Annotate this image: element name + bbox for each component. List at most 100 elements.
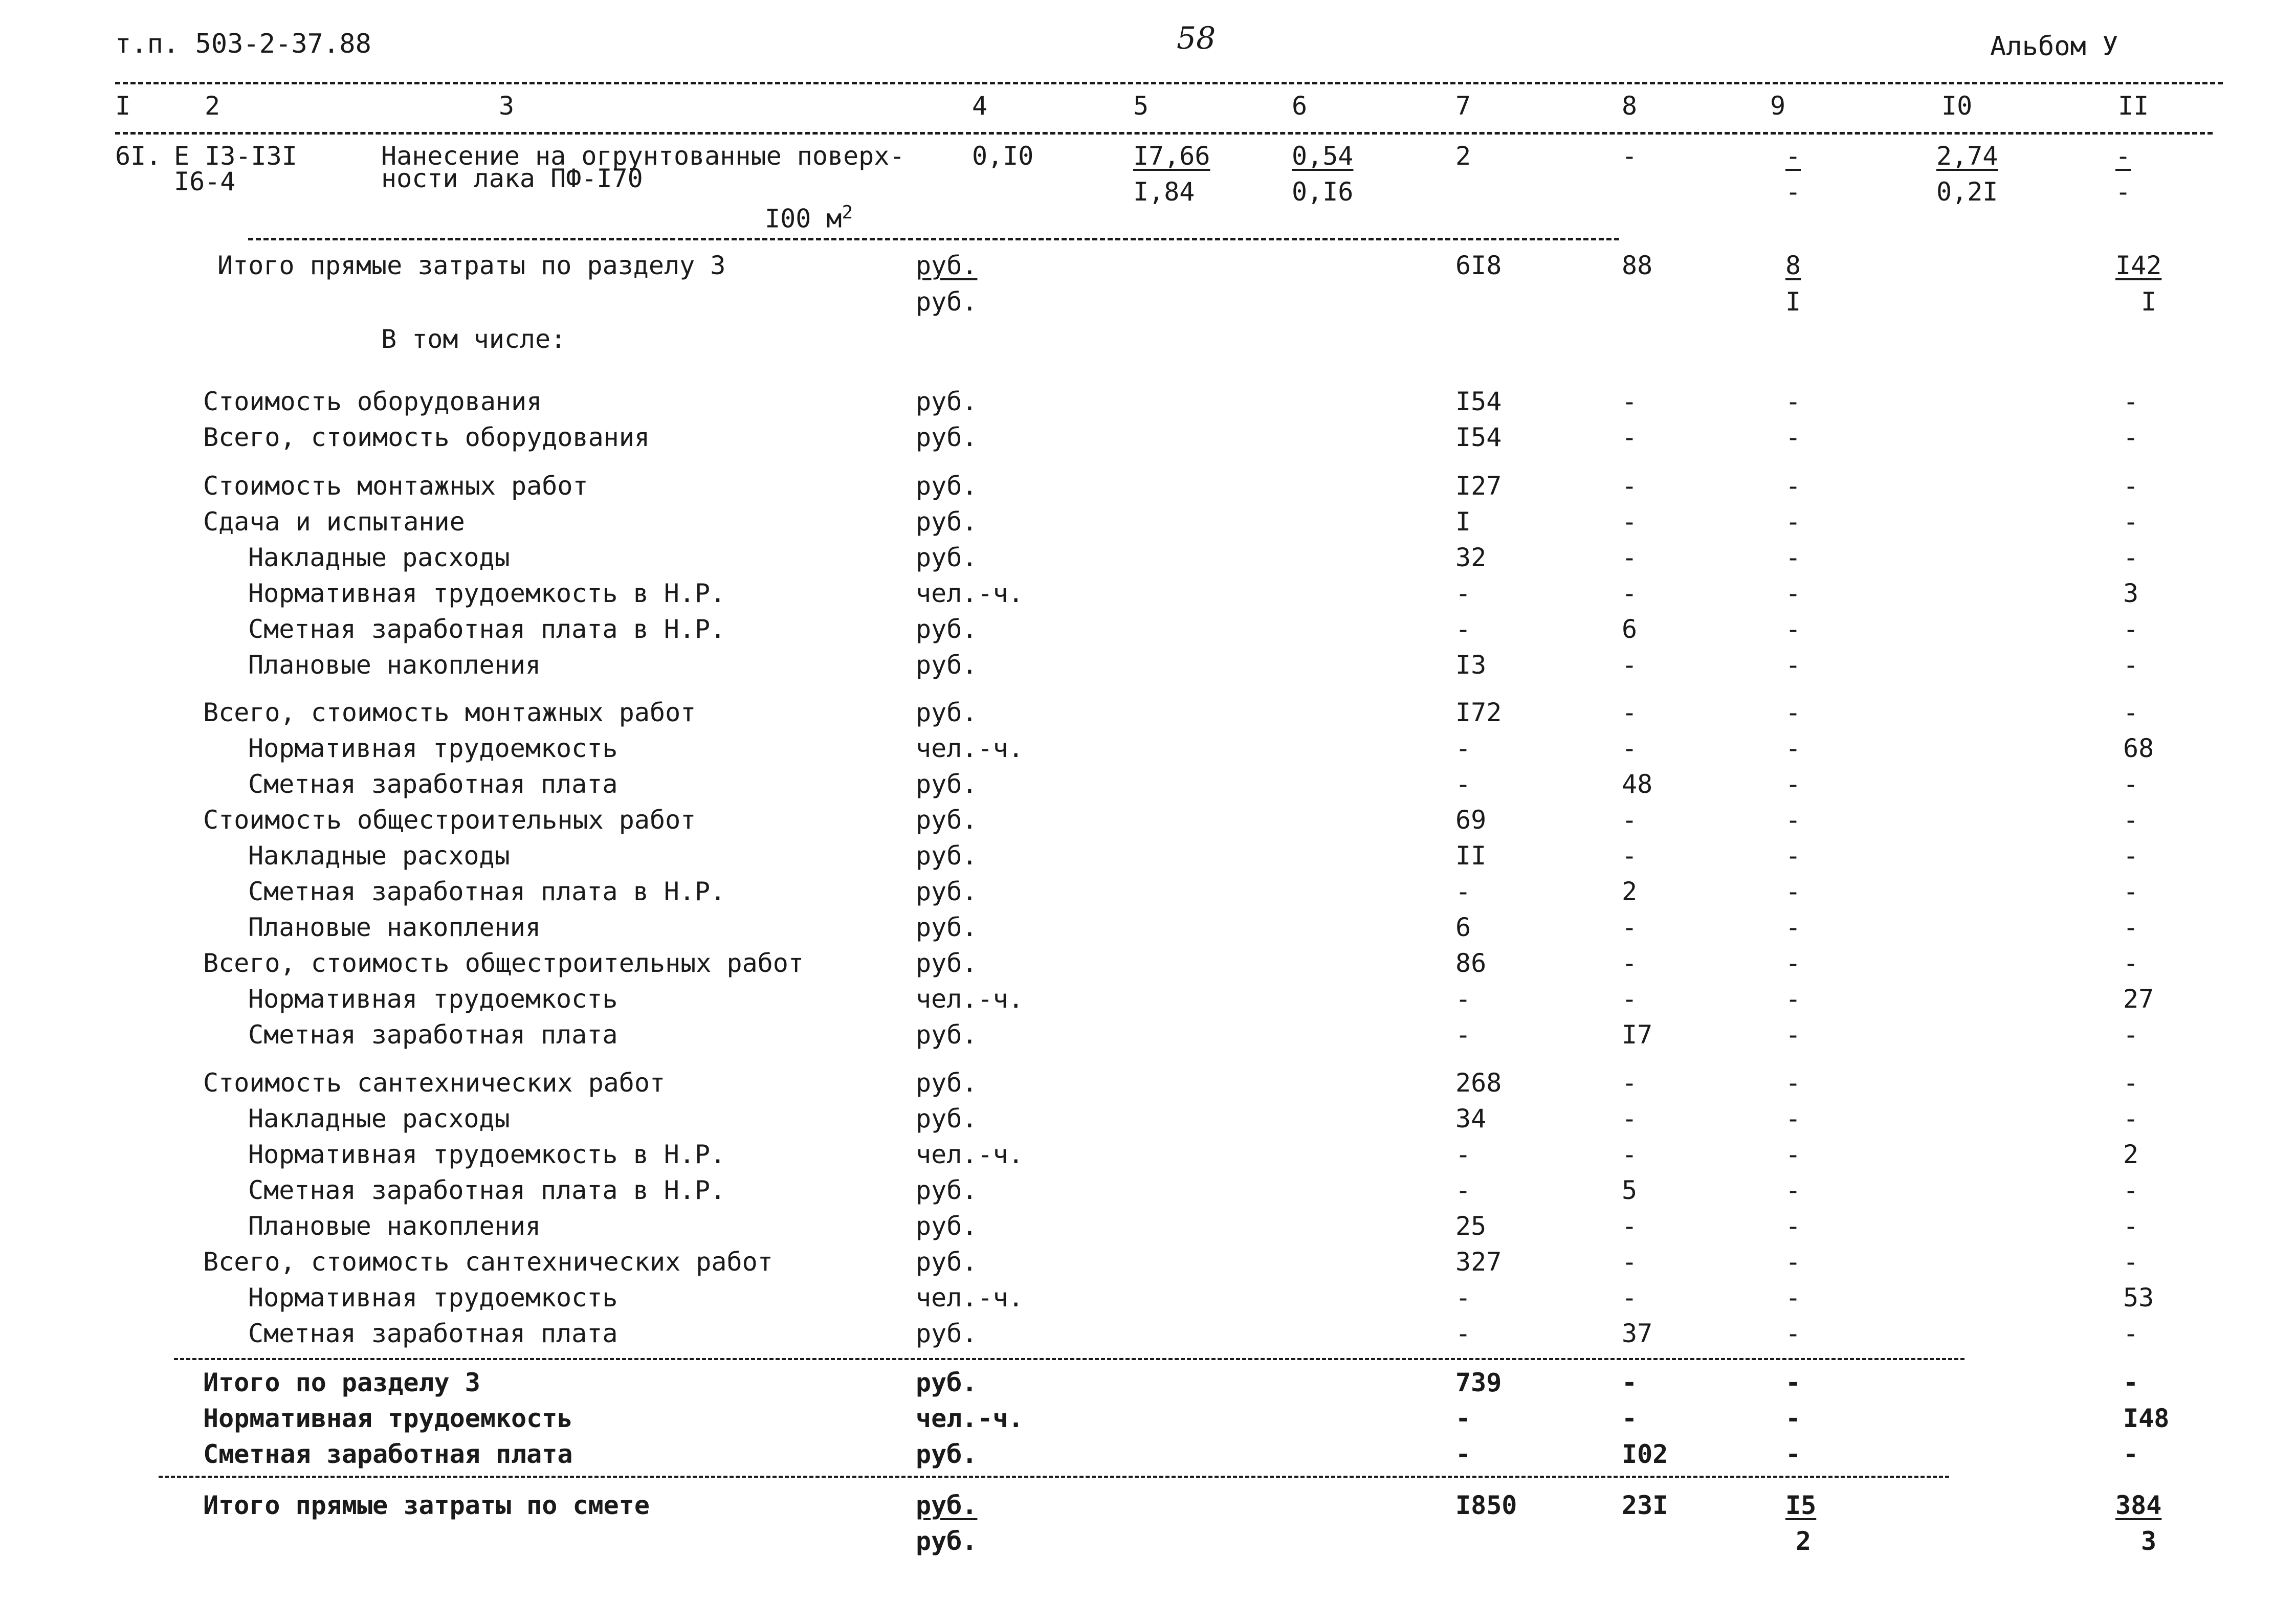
row-col8: - (1622, 1368, 1638, 1397)
section-total-rule (159, 1476, 1949, 1478)
row-col7: - (1455, 877, 1471, 906)
row-col11: - (2123, 1439, 2139, 1469)
row-col9: - (1785, 805, 1801, 835)
row-unit: чел.-ч. (916, 984, 1024, 1014)
estimate-total-col9-bottom: 2 (1796, 1526, 1812, 1556)
row-unit: чел.-ч. (916, 1283, 1024, 1313)
estimate-total-col11-top: 384 (2115, 1491, 2162, 1520)
item-unit: I00 м2 (765, 202, 853, 234)
row-label: Стоимость монтажных работ (203, 471, 588, 501)
row-label: Стоимость оборудования (203, 387, 542, 416)
in-that-number-label: В том числе: (381, 324, 566, 354)
row-unit: чел.-ч. (916, 579, 1024, 608)
column-header-8: 8 (1622, 91, 1638, 121)
row-unit: руб. (916, 1211, 978, 1241)
row-col11: - (2123, 387, 2139, 416)
row-label: Нормативная трудоемкость (248, 984, 618, 1014)
row-col7: - (1455, 1020, 1471, 1050)
estimate-total-col9-top: I5 (1785, 1491, 1817, 1520)
estimate-total-unit: руб. (916, 1491, 978, 1520)
row-col7: I (1455, 507, 1471, 537)
row-col11: - (2123, 423, 2139, 452)
row-col7: I54 (1455, 423, 1502, 452)
row-col7: 32 (1455, 543, 1487, 572)
header-bottom-rule (115, 132, 2213, 135)
direct-costs-col11-top: I42 (2115, 251, 2162, 280)
row-col7: I3 (1455, 650, 1487, 680)
row-col7: - (1455, 579, 1471, 608)
row-col9: - (1785, 984, 1801, 1014)
row-col9: - (1785, 877, 1801, 906)
row-col11: - (2123, 1175, 2139, 1205)
row-col9: - (1785, 1175, 1801, 1205)
row-unit: руб. (916, 423, 978, 452)
row-col11: 2 (2123, 1140, 2139, 1169)
item-col8: - (1622, 141, 1638, 171)
direct-costs-col9-bottom: I (1785, 287, 1801, 317)
row-col11: - (2123, 1068, 2139, 1098)
row-col11: - (2123, 507, 2139, 537)
row-col8: 2 (1622, 877, 1638, 906)
row-col9: - (1785, 769, 1801, 799)
row-label: Нормативная трудоемкость (203, 1404, 573, 1433)
item-col10-top: 2,74 (1936, 141, 1998, 171)
row-col11: - (2123, 1020, 2139, 1050)
row-col7: - (1455, 614, 1471, 644)
row-col11: - (2123, 471, 2139, 501)
direct-costs-col7: 6I8 (1455, 251, 1502, 280)
row-unit: руб. (916, 877, 978, 906)
column-header-2: 2 (205, 91, 220, 121)
row-col7: - (1455, 1439, 1471, 1469)
row-unit: руб. (916, 507, 978, 537)
item-col7: 2 (1455, 141, 1471, 171)
row-col8: - (1622, 1211, 1638, 1241)
row-unit: руб. (916, 650, 978, 680)
item-col6-bottom: 0,I6 (1292, 177, 1354, 207)
row-col9: - (1785, 1247, 1801, 1277)
row-col11: - (2123, 1211, 2139, 1241)
row-col9: - (1785, 650, 1801, 680)
row-col8: - (1622, 913, 1638, 942)
row-unit: руб. (916, 1319, 978, 1348)
row-unit: руб. (916, 1175, 978, 1205)
item-separator-rule (248, 238, 1619, 240)
row-col9: - (1785, 698, 1801, 727)
item-col9-top: - (1785, 141, 1801, 171)
row-col11: - (2123, 698, 2139, 727)
row-col8: - (1622, 423, 1638, 452)
column-header-3: 3 (499, 91, 515, 121)
row-col8: - (1622, 543, 1638, 572)
row-col11: - (2123, 1104, 2139, 1133)
item-col11-top: - (2115, 141, 2131, 171)
row-label: Сметная заработная плата (248, 1319, 618, 1348)
row-col11: - (2123, 877, 2139, 906)
row-col8: 48 (1622, 769, 1653, 799)
item-col10-bottom: 0,2I (1936, 177, 1998, 207)
row-col9: - (1785, 1439, 1801, 1469)
row-col7: 739 (1455, 1368, 1502, 1397)
row-col9: - (1785, 1319, 1801, 1348)
row-col9: - (1785, 387, 1801, 416)
direct-costs-col9-top: 8 (1785, 251, 1801, 280)
row-col8: I7 (1622, 1020, 1653, 1050)
row-label: Плановые накопления (248, 1211, 541, 1241)
row-col9: - (1785, 1068, 1801, 1098)
row-unit: руб. (916, 805, 978, 835)
row-unit: руб. (916, 1068, 978, 1098)
row-unit: руб. (916, 769, 978, 799)
row-unit: руб. (916, 948, 978, 978)
row-col7: I54 (1455, 387, 1502, 416)
item-description: Нанесение на огрунтованные поверх- (381, 141, 905, 171)
direct-costs-label: Итого прямые затраты по разделу 3 (217, 251, 726, 280)
estimate-total-col8: 23I (1622, 1491, 1668, 1520)
row-col9: - (1785, 579, 1801, 608)
row-label: Всего, стоимость общестроительных работ (203, 948, 804, 978)
direct-costs-unit: руб. (916, 251, 978, 280)
row-col11: - (2123, 650, 2139, 680)
row-label: Стоимость общестроительных работ (203, 805, 696, 835)
row-label: Плановые накопления (248, 650, 541, 680)
row-col8: - (1622, 471, 1638, 501)
row-col7: - (1455, 733, 1471, 763)
row-unit: руб. (916, 1439, 978, 1469)
row-label: Сметная заработная плата в Н.Р. (248, 614, 726, 644)
